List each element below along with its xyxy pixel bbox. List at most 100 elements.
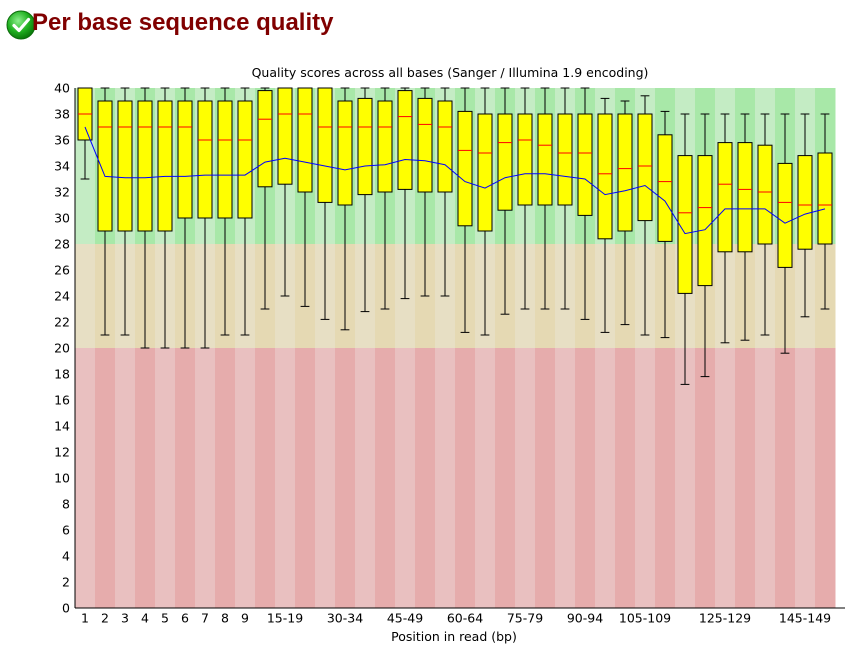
y-tick-label: 24 bbox=[54, 289, 70, 304]
box-position-70-74 bbox=[497, 87, 513, 315]
iqr-box bbox=[197, 100, 213, 219]
box-position-40-44 bbox=[377, 87, 393, 310]
iqr-box bbox=[717, 142, 733, 253]
y-tick-label: 28 bbox=[54, 237, 70, 252]
mean-line bbox=[84, 126, 826, 235]
iqr-box bbox=[437, 100, 453, 193]
zone-poor-stripe bbox=[315, 348, 336, 608]
iqr-box bbox=[357, 97, 373, 196]
iqr-box bbox=[377, 100, 393, 193]
iqr-box bbox=[477, 113, 493, 232]
zone-poor-stripe bbox=[415, 348, 436, 608]
y-tick-label: 26 bbox=[54, 263, 70, 278]
box-position-45-49 bbox=[397, 87, 413, 300]
iqr-box bbox=[457, 110, 473, 227]
box-position-135-139 bbox=[757, 113, 773, 336]
zone-poor-stripe bbox=[695, 348, 716, 608]
box-position-7 bbox=[197, 87, 213, 349]
zone-poor-stripe bbox=[815, 348, 836, 608]
x-tick-label: 8 bbox=[221, 611, 229, 626]
zone-poor-stripe bbox=[515, 348, 536, 608]
y-tick-label: 16 bbox=[54, 393, 70, 408]
x-tick-label: 5 bbox=[161, 611, 169, 626]
zone-poor-stripe bbox=[495, 348, 516, 608]
box-position-9 bbox=[237, 87, 253, 336]
check-circle-icon bbox=[6, 10, 36, 40]
zone-poor-stripe bbox=[75, 348, 96, 608]
iqr-box bbox=[137, 100, 153, 232]
x-tick-label: 90-94 bbox=[567, 611, 603, 626]
iqr-box bbox=[417, 97, 433, 193]
y-tick-label: 34 bbox=[54, 159, 70, 174]
zone-poor-stripe bbox=[775, 348, 796, 608]
x-tick-label: 60-64 bbox=[447, 611, 483, 626]
y-tick-label: 20 bbox=[54, 341, 70, 356]
box-position-65-69 bbox=[477, 87, 493, 336]
box-position-10-14 bbox=[257, 87, 273, 310]
zone-poor-stripe bbox=[555, 348, 576, 608]
report-title: Per base sequence quality bbox=[32, 9, 334, 36]
iqr-box bbox=[117, 100, 133, 232]
iqr-box bbox=[217, 100, 233, 219]
y-tick-label: 12 bbox=[54, 445, 70, 460]
y-tick-label: 2 bbox=[62, 575, 70, 590]
box-position-2 bbox=[97, 87, 113, 336]
zone-poor-stripe bbox=[355, 348, 376, 608]
zone-poor-stripe bbox=[795, 348, 816, 608]
y-tick-label: 4 bbox=[62, 549, 70, 564]
zone-poor-stripe bbox=[615, 348, 636, 608]
zone-reasonable-stripe bbox=[75, 244, 96, 348]
box-position-115-119 bbox=[677, 113, 693, 385]
zone-poor-stripe bbox=[395, 348, 416, 608]
iqr-box bbox=[317, 87, 333, 203]
zone-poor-stripe bbox=[455, 348, 476, 608]
y-tick-label: 10 bbox=[54, 471, 70, 486]
x-tick-label: 125-129 bbox=[699, 611, 751, 626]
zone-poor-stripe bbox=[175, 348, 196, 608]
box-position-80-84 bbox=[537, 87, 553, 310]
zone-poor-stripe bbox=[195, 348, 216, 608]
box-position-8 bbox=[217, 87, 233, 336]
box-position-95-99 bbox=[597, 97, 613, 333]
zone-poor-stripe bbox=[435, 348, 456, 608]
zone-poor-stripe bbox=[755, 348, 776, 608]
box-position-120-124 bbox=[697, 113, 713, 378]
x-tick-label: 2 bbox=[101, 611, 109, 626]
chart-title: Quality scores across all bases (Sanger … bbox=[252, 65, 649, 80]
y-tick-label: 8 bbox=[62, 497, 70, 512]
zone-poor-stripe bbox=[475, 348, 496, 608]
iqr-box bbox=[637, 113, 653, 222]
zone-poor-stripe bbox=[215, 348, 236, 608]
y-tick-label: 14 bbox=[54, 419, 70, 434]
zone-poor-stripe bbox=[375, 348, 396, 608]
box-position-15-19 bbox=[277, 87, 293, 297]
box-position-125-129 bbox=[717, 113, 733, 344]
zone-poor-stripe bbox=[635, 348, 656, 608]
iqr-box bbox=[757, 144, 773, 245]
y-tick-label: 6 bbox=[62, 523, 70, 538]
y-tick-label: 0 bbox=[62, 601, 70, 616]
zone-poor-stripe bbox=[235, 348, 256, 608]
iqr-box bbox=[277, 87, 293, 185]
box-position-1 bbox=[77, 87, 93, 180]
box-position-5 bbox=[157, 87, 173, 349]
zone-poor-stripe bbox=[675, 348, 696, 608]
x-tick-label: 4 bbox=[141, 611, 149, 626]
box-position-75-79 bbox=[517, 87, 533, 310]
iqr-box bbox=[677, 155, 693, 294]
y-tick-label: 32 bbox=[54, 185, 70, 200]
box-position-50-54 bbox=[417, 87, 433, 297]
zone-poor-stripe bbox=[275, 348, 296, 608]
zone-poor-stripe bbox=[135, 348, 156, 608]
iqr-box bbox=[297, 87, 313, 193]
x-tick-label: 7 bbox=[201, 611, 209, 626]
iqr-box bbox=[697, 155, 713, 287]
box-position-60-64 bbox=[457, 87, 473, 333]
box-position-90-94 bbox=[577, 87, 593, 320]
zone-poor-stripe bbox=[115, 348, 136, 608]
box-position-100-104 bbox=[617, 100, 633, 326]
iqr-box bbox=[777, 162, 793, 268]
iqr-box bbox=[657, 134, 673, 242]
box-position-20-24 bbox=[297, 87, 313, 307]
